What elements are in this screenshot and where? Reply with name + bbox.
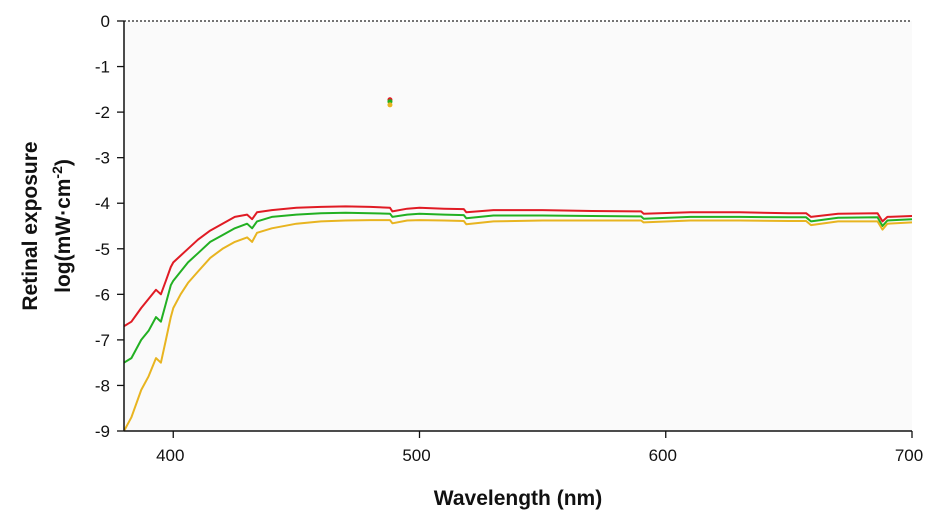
plot-area-background xyxy=(124,21,912,431)
series-line-red xyxy=(123,205,913,328)
y-tick-label: -6 xyxy=(95,285,110,304)
y-axis-title-line2: log(mW·cm-2) xyxy=(49,159,75,293)
y-tick-label: -5 xyxy=(95,240,110,259)
y-tick-label: -9 xyxy=(95,422,110,441)
x-ticks: 400 500 600 700 xyxy=(156,431,923,465)
series-line-yellow xyxy=(123,219,913,432)
y-tick-label: -2 xyxy=(95,103,110,122)
x-tick-label: 600 xyxy=(649,446,677,465)
y-axis-title-sup: -2 xyxy=(49,166,65,179)
y-tick-label: -1 xyxy=(95,58,110,77)
y-tick-label: 0 xyxy=(101,12,110,31)
y-tick-label: -8 xyxy=(95,376,110,395)
y-axis-title: Retinal exposure log(mW·cm-2) xyxy=(19,141,75,310)
y-tick-label: -3 xyxy=(95,149,110,168)
y-axis-title-line1: Retinal exposure xyxy=(19,141,42,310)
x-tick-label: 700 xyxy=(895,446,923,465)
y-ticks: 0 -1 -2 -3 -4 -5 -6 -7 -8 -9 xyxy=(95,12,124,441)
y-axis-title-prefix: log(mW·cm xyxy=(52,179,75,293)
series-line-green xyxy=(123,211,913,364)
x-tick-label: 400 xyxy=(156,446,184,465)
x-tick-label: 500 xyxy=(402,446,430,465)
marker-point-yellow xyxy=(387,102,393,108)
y-axis-title-suffix: ) xyxy=(52,159,75,166)
y-tick-label: -4 xyxy=(95,194,110,213)
marker-group xyxy=(387,97,393,108)
x-axis-title: Wavelength (nm) xyxy=(434,487,602,510)
y-tick-label: -7 xyxy=(95,331,110,350)
series-group xyxy=(123,205,913,432)
